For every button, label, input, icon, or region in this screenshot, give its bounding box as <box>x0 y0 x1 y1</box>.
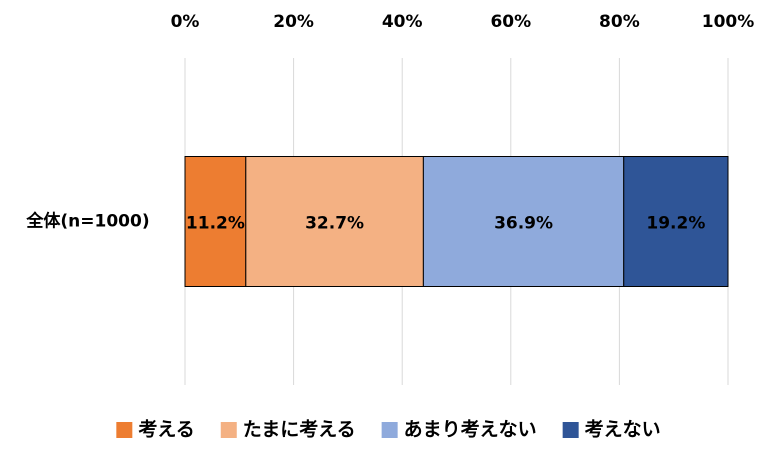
category-label: 全体(n=1000) <box>25 211 149 232</box>
legend-label: たまに考える <box>243 419 356 441</box>
value-label: 36.9% <box>494 214 553 234</box>
legend-label: 考える <box>138 419 194 441</box>
bar-segment <box>184 156 247 287</box>
bar-segment <box>422 156 625 287</box>
x-tick-label: 60% <box>490 12 531 32</box>
bar-segment <box>623 156 729 287</box>
legend-swatch <box>220 422 237 438</box>
x-tick-label: 80% <box>599 12 640 32</box>
legend-swatch <box>562 422 579 438</box>
x-tick-label: 100% <box>702 12 755 32</box>
legend-swatch <box>381 422 398 438</box>
value-label: 32.7% <box>305 214 364 234</box>
legend-label: あまり考えない <box>404 419 537 441</box>
legend-swatch <box>116 422 133 438</box>
value-label: 11.2% <box>186 214 245 234</box>
x-tick-label: 0% <box>171 12 200 32</box>
x-tick-label: 40% <box>382 12 423 32</box>
value-label: 19.2% <box>646 214 705 234</box>
x-tick-label: 20% <box>273 12 314 32</box>
legend-label: 考えない <box>585 419 661 441</box>
